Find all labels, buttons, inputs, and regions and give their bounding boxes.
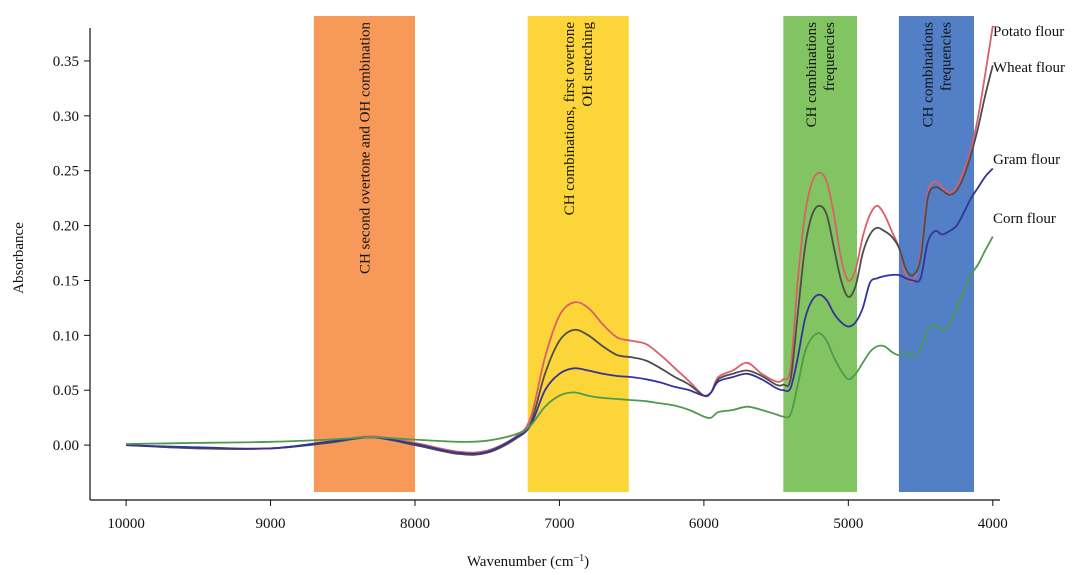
- band-2-label-line-2: OH stretching: [580, 22, 596, 107]
- y-tick-label-0.20: 0.20: [53, 219, 79, 235]
- band-1-label-line-1: CH second overtone and OH combination: [357, 22, 373, 275]
- spectral-bands: CH second overtone and OH combination CH …: [313, 16, 974, 492]
- x-axis-title: Wavenumber (cm−1): [467, 553, 589, 571]
- band-3-rect: [783, 16, 857, 492]
- x-axis-title-superscript: −1: [574, 553, 585, 564]
- spectra-lines: [126, 25, 994, 456]
- y-tick-label-0.15: 0.15: [53, 273, 79, 289]
- series-label-wheat-flour: Wheat flour: [993, 60, 1065, 76]
- series-label-gram-flour: Gram flour: [993, 152, 1060, 168]
- y-tick-label-0.30: 0.30: [53, 109, 79, 125]
- band-3-label-line-1: CH combinations: [804, 22, 820, 128]
- y-tick-label-0.00: 0.00: [53, 438, 79, 454]
- band-2-rect: [527, 16, 629, 492]
- series-line-wheat-flour: [126, 65, 994, 456]
- band-2-label-line-1: CH combinations, first overtone: [562, 22, 578, 216]
- y-tick-label-0.10: 0.10: [53, 328, 79, 344]
- x-tick-label-4000: 4000: [978, 516, 1008, 532]
- x-axis-title-close: ): [584, 554, 589, 570]
- band-4-label-line-2: frequencies: [938, 22, 954, 91]
- band-3-label-line-2: frequencies: [822, 22, 838, 91]
- x-tick-label-8000: 8000: [400, 516, 430, 532]
- y-tick-label-0.25: 0.25: [53, 164, 79, 180]
- x-axis-title-main: Wavenumber (cm: [467, 554, 574, 570]
- series-labels: Potato flour Wheat flour Gram flour Corn fl…: [993, 24, 1065, 227]
- series-label-corn-flour: Corn flour: [993, 211, 1056, 227]
- x-tick-label-10000: 10000: [107, 516, 145, 532]
- y-axis-title: Absorbance: [11, 222, 27, 294]
- y-tick-label-0.05: 0.05: [53, 383, 79, 399]
- band-4-label-line-1: CH combinations: [920, 22, 936, 128]
- series-label-potato-flour: Potato flour: [993, 24, 1064, 40]
- axes: 10000 9000 8000 7000 6000 5000 4000 0.00 0.05 0.1…: [53, 28, 1008, 532]
- x-tick-label-5000: 5000: [833, 516, 863, 532]
- series-line-gram-flour: [126, 167, 994, 455]
- series-line-corn-flour: [126, 236, 994, 445]
- x-tick-label-9000: 9000: [256, 516, 286, 532]
- band-4-rect: [898, 16, 974, 492]
- x-tick-label-7000: 7000: [544, 516, 574, 532]
- y-tick-label-0.35: 0.35: [53, 54, 79, 70]
- x-tick-label-6000: 6000: [689, 516, 719, 532]
- band-1-rect: [313, 16, 415, 492]
